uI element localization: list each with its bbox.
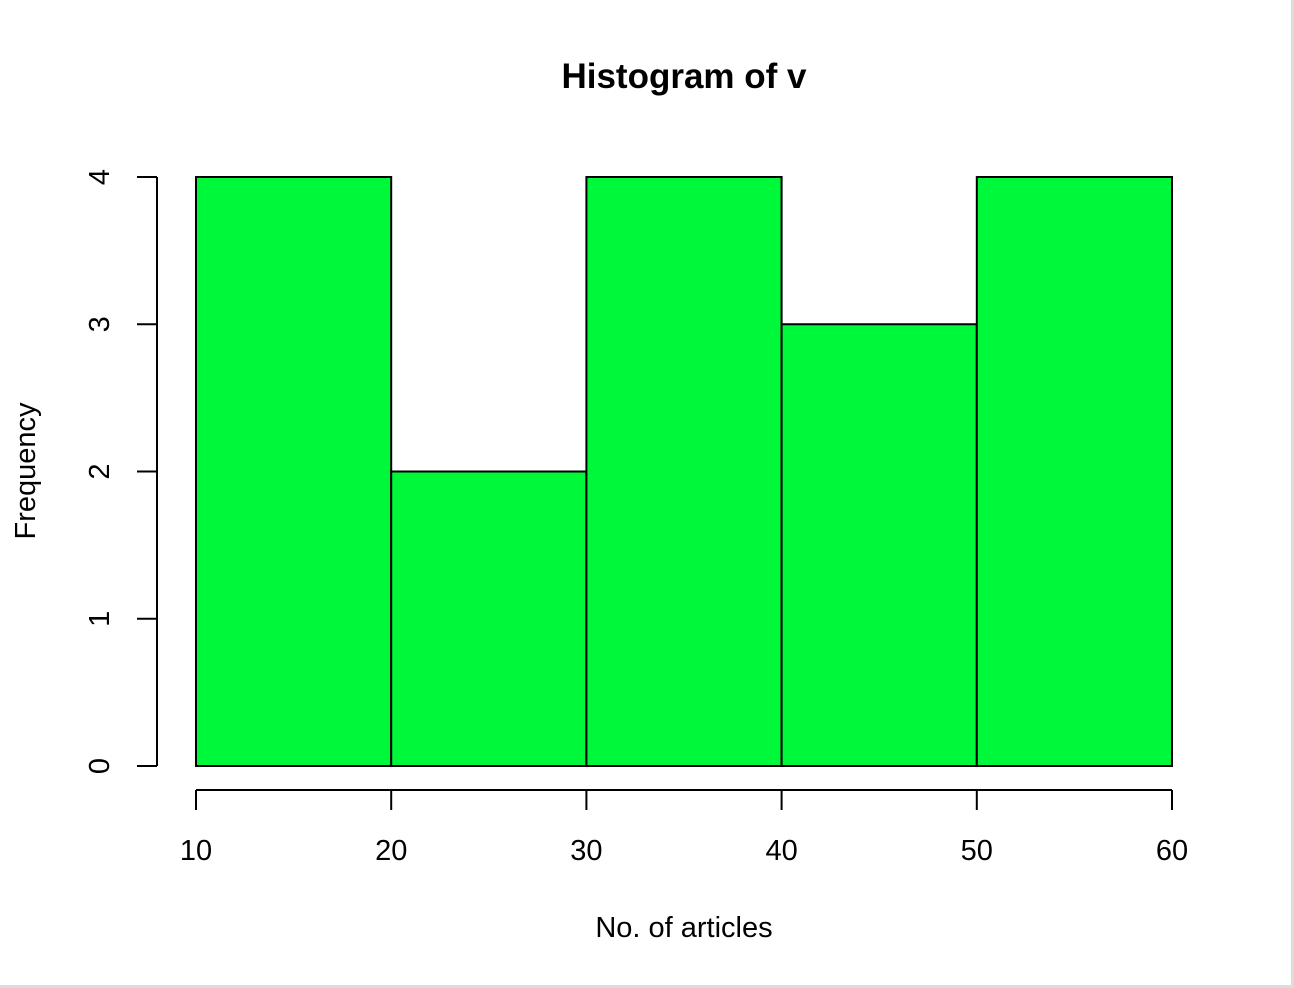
chart-title: Histogram of v (561, 57, 807, 96)
bars-group (195, 176, 1173, 767)
y-axis-label: Frequency (10, 402, 42, 540)
y-axis: 0 1 2 3 4 (84, 169, 158, 774)
x-tick-label-20: 20 (375, 835, 407, 867)
histogram-bar-3 (585, 176, 783, 767)
histogram-bar-2 (390, 470, 588, 767)
y-tick-label-0: 0 (84, 758, 116, 774)
x-tick-label-60: 60 (1156, 835, 1188, 867)
histogram-bar-1 (195, 176, 393, 767)
histogram-bar-4 (780, 323, 978, 767)
histogram-bar-5 (975, 176, 1173, 767)
y-tick-label-3: 3 (84, 316, 116, 332)
x-axis-label: No. of articles (595, 912, 772, 944)
x-tick-label-30: 30 (570, 835, 602, 867)
y-tick-label-1: 1 (84, 611, 116, 627)
x-tick-label-10: 10 (180, 835, 212, 867)
y-tick-label-2: 2 (84, 463, 116, 479)
x-tick-label-40: 40 (765, 835, 797, 867)
x-axis: 10 20 30 40 50 60 (180, 789, 1188, 867)
y-tick-label-4: 4 (84, 169, 116, 185)
x-tick-label-50: 50 (961, 835, 993, 867)
